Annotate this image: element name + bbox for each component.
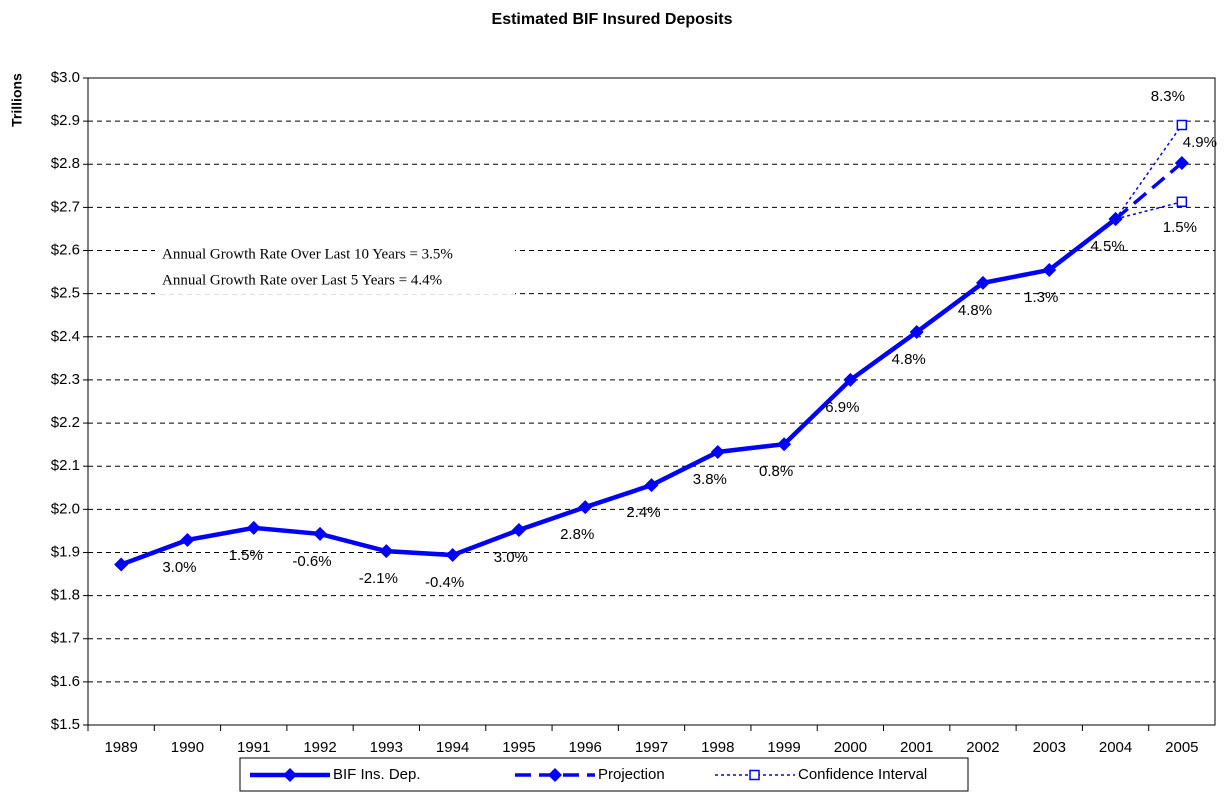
marker (644, 478, 659, 493)
x-tick-label: 1992 (303, 739, 336, 756)
marker (379, 544, 394, 559)
annotation: Annual Growth Rate over Last 5 Years = 4… (162, 272, 442, 288)
annotation-background (155, 238, 515, 294)
marker (1174, 155, 1189, 170)
growth-label: 3.8% (693, 471, 727, 488)
growth-label: -0.6% (292, 553, 331, 570)
legend-label: Projection (598, 766, 665, 783)
marker (578, 500, 593, 515)
growth-label: 4.8% (958, 302, 992, 319)
y-tick-label: $3.0 (51, 69, 80, 86)
growth-label: 4.5% (1090, 238, 1124, 255)
x-tick-label: 2001 (900, 739, 933, 756)
marker (975, 275, 990, 290)
legend-label: Confidence Interval (798, 766, 927, 783)
legend-box (239, 757, 969, 792)
y-tick-label: $1.7 (51, 630, 80, 647)
legend-marker (749, 769, 760, 781)
x-tick-label: 1995 (502, 739, 535, 756)
x-tick-label: 1999 (767, 739, 800, 756)
growth-label: -2.1% (359, 570, 398, 587)
growth-label: 1.5% (1163, 219, 1197, 236)
x-tick-label: 1996 (569, 739, 602, 756)
marker (313, 526, 328, 541)
y-tick-label: $1.5 (51, 716, 80, 733)
y-tick-label: $2.2 (51, 414, 80, 431)
annotation-box: Annual Growth Rate Over Last 10 Years = … (155, 238, 515, 294)
growth-label: 2.4% (626, 504, 660, 521)
x-tick-label: 2002 (966, 739, 999, 756)
data-line (120, 217, 1117, 567)
annotation: Annual Growth Rate Over Last 10 Years = … (162, 246, 453, 262)
y-tick-label: $2.3 (51, 371, 80, 388)
growth-label: 1.5% (229, 547, 263, 564)
marker (1108, 212, 1123, 227)
growth-label: 1.3% (1024, 289, 1058, 306)
chart-title: Estimated BIF Insured Deposits (492, 11, 733, 28)
y-tick-label: $2.6 (51, 242, 80, 259)
growth-label: 4.8% (892, 351, 926, 368)
x-tick-label: 1993 (370, 739, 403, 756)
data-line (1114, 161, 1183, 221)
x-tick-label: 2004 (1099, 739, 1132, 756)
growth-label: 3.0% (162, 559, 196, 576)
legend-marker (548, 768, 562, 782)
marker (180, 532, 195, 547)
growth-label: 4.9% (1183, 134, 1217, 151)
legend-label: BIF Ins. Dep. (333, 766, 421, 783)
marker (843, 372, 858, 387)
y-tick-label: $1.9 (51, 543, 80, 560)
growth-label: 6.9% (825, 399, 859, 416)
growth-label: 0.8% (759, 463, 793, 480)
marker (511, 523, 526, 538)
y-tick-label: $2.9 (51, 112, 80, 129)
marker (909, 325, 924, 340)
growth-label: -0.4% (425, 574, 464, 591)
x-tick-label: 1990 (171, 739, 204, 756)
growth-label: 3.0% (494, 549, 528, 566)
data-line (1114, 124, 1183, 220)
marker (445, 548, 460, 563)
growth-label: 8.3% (1151, 88, 1185, 105)
y-tick-label: $2.4 (51, 328, 80, 345)
y-axis-label: Trillions (9, 73, 25, 127)
x-tick-label: 1991 (237, 739, 270, 756)
y-tick-label: $2.1 (51, 457, 80, 474)
marker (1176, 196, 1188, 208)
marker (710, 444, 725, 459)
plot-frame (87, 77, 1216, 726)
y-tick-label: $2.7 (51, 198, 80, 215)
x-tick-label: 2000 (834, 739, 867, 756)
x-tick-label: 1997 (635, 739, 668, 756)
x-tick-label: 1994 (436, 739, 469, 756)
y-tick-label: $2.8 (51, 155, 80, 172)
x-tick-label: 1998 (701, 739, 734, 756)
marker (1176, 119, 1188, 131)
marker (114, 557, 129, 572)
y-tick-label: $1.6 (51, 673, 80, 690)
x-tick-label: 2005 (1165, 739, 1198, 756)
x-tick-label: 2003 (1033, 739, 1066, 756)
marker (1042, 262, 1057, 277)
x-tick-label: 1989 (104, 739, 137, 756)
y-tick-label: $2.5 (51, 285, 80, 302)
y-tick-label: $1.8 (51, 587, 80, 604)
legend-marker (283, 768, 297, 782)
marker (777, 437, 792, 452)
marker (246, 520, 261, 535)
growth-label: 2.8% (560, 526, 594, 543)
y-tick-label: $2.0 (51, 500, 80, 517)
